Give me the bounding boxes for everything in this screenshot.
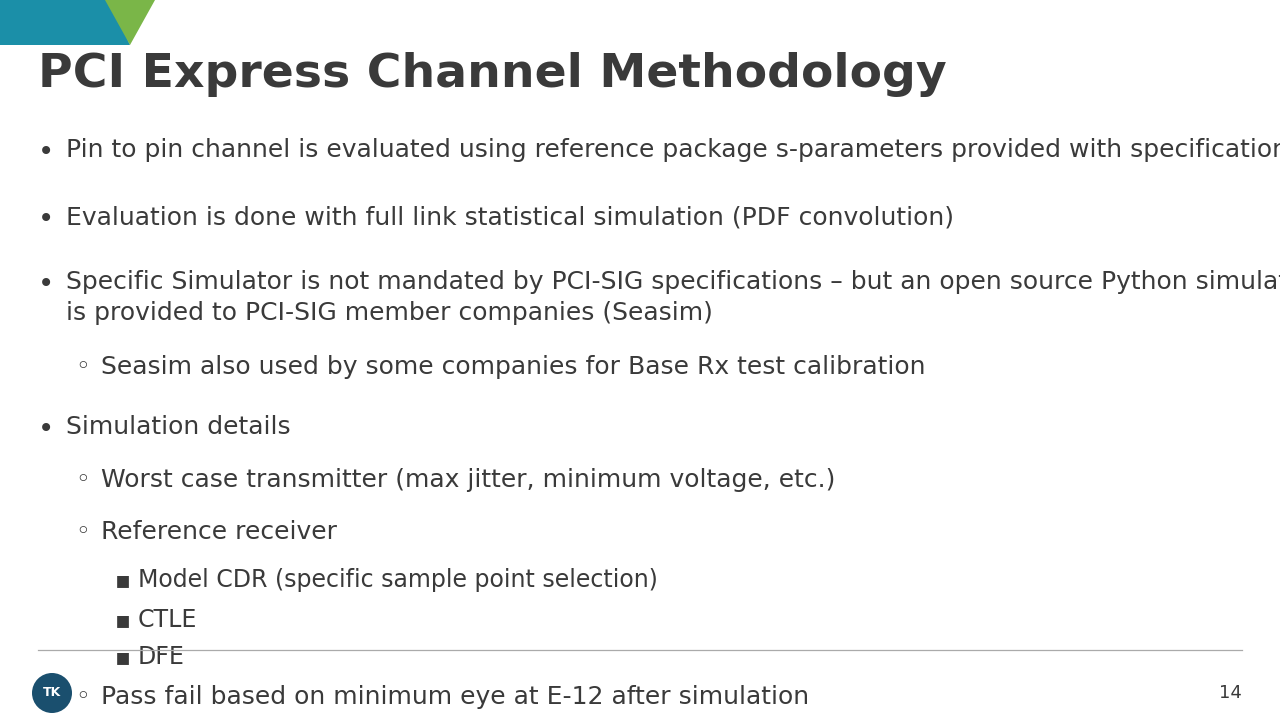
- Text: TK: TK: [42, 686, 61, 700]
- Text: CTLE: CTLE: [138, 608, 197, 632]
- Text: •: •: [38, 415, 54, 443]
- Polygon shape: [105, 0, 155, 45]
- Text: •: •: [38, 138, 54, 166]
- Text: Pass fail based on minimum eye at E-12 after simulation: Pass fail based on minimum eye at E-12 a…: [101, 685, 809, 709]
- Text: ◦: ◦: [76, 355, 90, 379]
- Text: ◦: ◦: [76, 468, 90, 492]
- Text: •: •: [38, 205, 54, 233]
- Text: PCI Express Channel Methodology: PCI Express Channel Methodology: [38, 52, 947, 97]
- Text: Evaluation is done with full link statistical simulation (PDF convolution): Evaluation is done with full link statis…: [67, 205, 954, 229]
- Text: •: •: [38, 270, 54, 298]
- Text: ◦: ◦: [76, 685, 90, 709]
- Text: ▪: ▪: [115, 568, 131, 592]
- Text: ◦: ◦: [76, 520, 90, 544]
- Text: ▪: ▪: [115, 608, 131, 632]
- Text: Model CDR (specific sample point selection): Model CDR (specific sample point selecti…: [138, 568, 658, 592]
- Text: Specific Simulator is not mandated by PCI-SIG specifications – but an open sourc: Specific Simulator is not mandated by PC…: [67, 270, 1280, 325]
- Text: Worst case transmitter (max jitter, minimum voltage, etc.): Worst case transmitter (max jitter, mini…: [101, 468, 836, 492]
- Text: 14: 14: [1219, 684, 1242, 702]
- Text: Seasim also used by some companies for Base Rx test calibration: Seasim also used by some companies for B…: [101, 355, 925, 379]
- Circle shape: [32, 673, 72, 713]
- Text: Pin to pin channel is evaluated using reference package s-parameters provided wi: Pin to pin channel is evaluated using re…: [67, 138, 1280, 162]
- Text: Simulation details: Simulation details: [67, 415, 291, 439]
- Text: ▪: ▪: [115, 645, 131, 669]
- Text: DFE: DFE: [138, 645, 184, 669]
- Polygon shape: [0, 0, 131, 45]
- Text: Reference receiver: Reference receiver: [101, 520, 337, 544]
